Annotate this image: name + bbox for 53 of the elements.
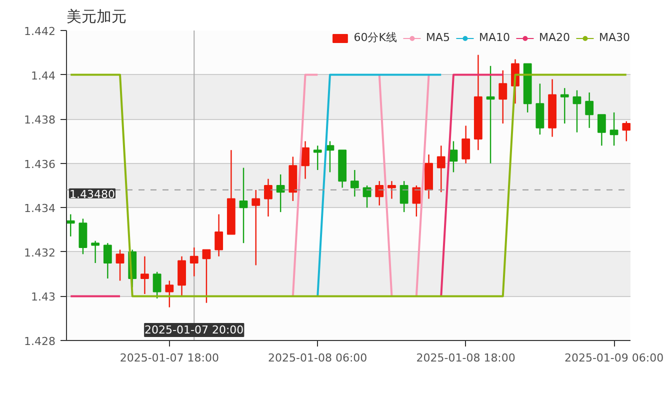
x-tick-label: 2025-01-07 18:00 [120, 352, 219, 364]
candlestick [462, 125, 470, 164]
candlestick [388, 180, 396, 200]
chart-title: 美元加元 [66, 8, 126, 26]
y-tick-label: 1.436 [24, 158, 56, 171]
candlestick [610, 112, 618, 146]
candlestick [362, 184, 372, 208]
candlestick [239, 167, 248, 244]
y-tick-label: 1.438 [24, 114, 56, 127]
candlestick [436, 145, 446, 193]
candlestick [313, 145, 322, 171]
candlestick [276, 174, 285, 213]
candlestick [572, 90, 582, 133]
candlestick [301, 140, 310, 180]
candlestick [116, 249, 124, 282]
candlestick [560, 87, 569, 124]
legend-label: MA10 [478, 31, 510, 44]
candlestick [412, 184, 421, 218]
y-tick-label: 1.434 [24, 202, 56, 216]
candlestick [91, 240, 100, 264]
candlestick [375, 180, 384, 206]
candlestick [486, 65, 495, 164]
y-tick-label: 1.432 [24, 246, 56, 260]
candlestick [66, 214, 75, 238]
candlestick [140, 256, 149, 295]
x-tick-label: 2025-01-09 06:00 [564, 352, 664, 364]
x-tick-label: 2025-01-08 18:00 [416, 352, 516, 364]
candlestick [622, 120, 630, 142]
candlestick [585, 92, 594, 129]
candlestick [400, 180, 408, 213]
candlestick [449, 140, 458, 173]
candlestick [597, 114, 606, 146]
y-tick-label: 1.43 [31, 290, 56, 304]
candlestick [190, 246, 198, 277]
candlestick [202, 249, 211, 304]
legend-label: MA30 [598, 31, 630, 44]
y-tick-label: 1.44 [31, 69, 56, 82]
ref-line-label: 1.43480 [70, 188, 115, 201]
candlestick [103, 242, 112, 280]
candlestick [498, 70, 508, 124]
legend-label: MA5 [426, 31, 450, 44]
y-tick-label: 1.442 [24, 25, 56, 38]
y-tick-label: 1.428 [24, 335, 56, 348]
x-tick-label: 2025-01-08 06:00 [268, 352, 368, 364]
candlestick [350, 169, 359, 198]
candlestick [252, 189, 260, 266]
legend-label: 60分K线 [354, 30, 397, 45]
legend-label: MA20 [538, 31, 570, 44]
ref-line-label: 2025-01-07 20:00 [144, 324, 244, 336]
candlestick [264, 178, 272, 218]
candlestick [214, 214, 224, 257]
candlestick [152, 271, 162, 300]
candlestick [165, 280, 174, 308]
